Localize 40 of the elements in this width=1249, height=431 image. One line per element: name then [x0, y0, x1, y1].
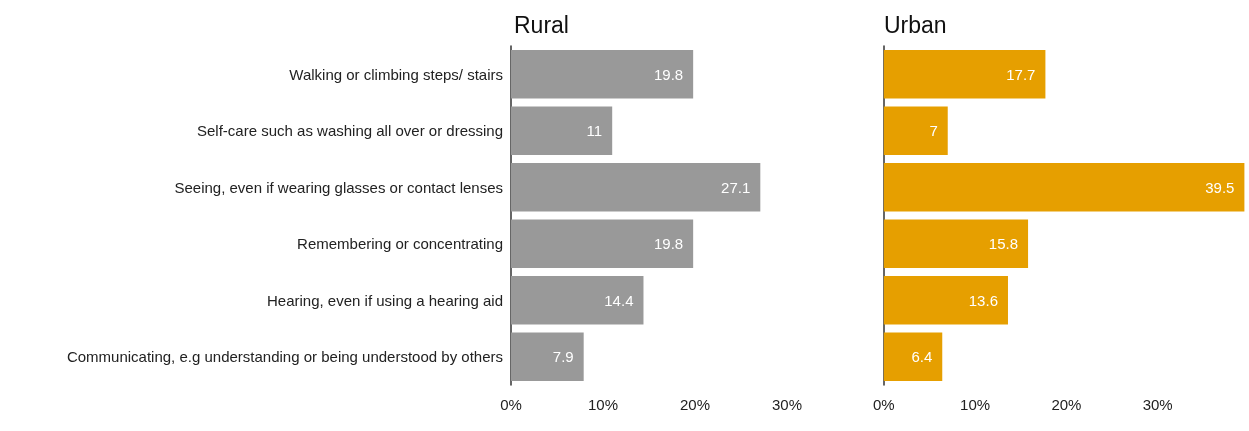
data-label: 19.8 — [653, 235, 684, 253]
data-label: 14.4 — [604, 291, 634, 309]
bar — [511, 49, 694, 99]
data-label: 6.4 — [911, 348, 933, 366]
y-tick-label: Walking or climbing steps/ stairs — [289, 65, 503, 83]
y-tick-label: Seeing, even if wearing glasses or contact lenses — [174, 178, 503, 196]
data-label: 7.9 — [552, 348, 574, 366]
data-label: 7 — [929, 122, 938, 140]
x-tick-label: 10% — [587, 396, 619, 413]
x-tick-label: 30% — [771, 396, 803, 413]
x-tick-label: 20% — [1051, 396, 1082, 413]
bar — [883, 162, 1245, 212]
x-tick-label: 0% — [500, 396, 522, 413]
bar — [883, 219, 1029, 269]
chart-title: Rural — [514, 11, 569, 38]
chart-title: Urban — [884, 11, 947, 38]
x-tick-label: 30% — [1142, 396, 1173, 413]
y-tick-label: Remembering or concentrating — [297, 235, 503, 253]
bar — [883, 332, 943, 382]
y-tick-label: Hearing, even if using a hearing aid — [267, 291, 503, 309]
x-tick-label: 20% — [679, 396, 711, 413]
y-tick-label: Communicating, e.g understanding or being understood by others — [66, 348, 503, 366]
data-label: 11 — [586, 122, 603, 140]
bar — [511, 106, 613, 156]
bar — [511, 332, 584, 382]
y-tick-label: Self-care such as washing all over or dressing — [197, 122, 503, 140]
data-label: 39.5 — [1205, 178, 1235, 196]
x-tick-label: 0% — [873, 396, 895, 413]
data-label: 27.1 — [721, 178, 751, 196]
x-tick-label: 10% — [960, 396, 991, 413]
data-label: 17.7 — [1006, 65, 1036, 83]
bar — [511, 275, 644, 325]
bar — [883, 49, 1046, 99]
bar — [883, 106, 948, 156]
data-label: 19.8 — [653, 65, 684, 83]
bar — [511, 162, 761, 212]
bar — [883, 275, 1008, 325]
data-label: 13.6 — [968, 291, 998, 309]
bar — [511, 219, 694, 269]
data-label: 15.8 — [988, 235, 1019, 253]
